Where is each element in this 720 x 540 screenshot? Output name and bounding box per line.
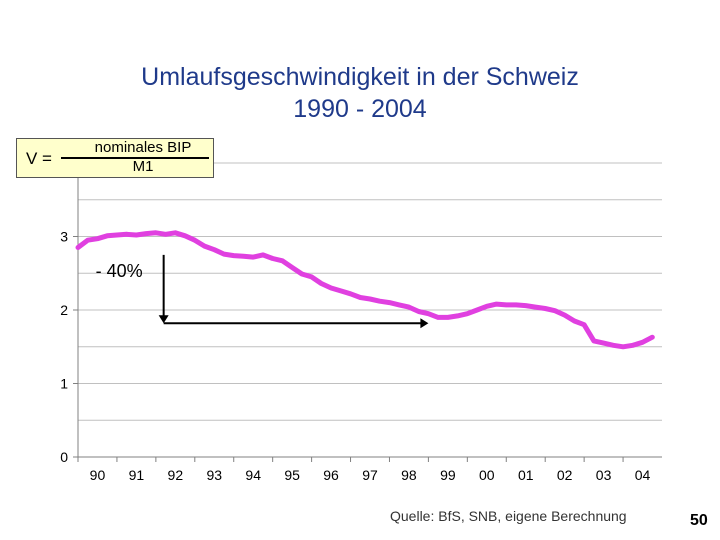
- y-tick-label: 0: [60, 449, 68, 465]
- x-tick-label: 91: [129, 467, 145, 483]
- formula-lhs: V =: [26, 149, 52, 168]
- chart-subtitle: 1990 - 2004: [293, 95, 427, 123]
- fraction-line: [61, 157, 209, 159]
- x-tick-label: 01: [518, 467, 534, 483]
- page-number: 50: [690, 512, 708, 529]
- y-tick-label: 2: [60, 302, 68, 318]
- x-tick-label: 92: [168, 467, 184, 483]
- x-tick-label: 97: [362, 467, 378, 483]
- formula-box: V = nominales BIP M1: [16, 138, 214, 178]
- x-tick-label: 98: [401, 467, 417, 483]
- y-tick-label: 3: [60, 229, 68, 245]
- x-tick-label: 96: [323, 467, 339, 483]
- axes: [73, 163, 662, 462]
- x-tick-label: 03: [596, 467, 612, 483]
- x-tick-label: 93: [206, 467, 222, 483]
- formula-denominator: M1: [132, 158, 154, 175]
- annotation-label: - 40%: [96, 261, 143, 281]
- annotation-arrowhead-right: [420, 318, 429, 329]
- formula-numerator: nominales BIP: [94, 139, 192, 156]
- source-note: Quelle: BfS, SNB, eigene Berechnung: [390, 508, 627, 524]
- x-tick-label: 00: [479, 467, 495, 483]
- x-tick-label: 02: [557, 467, 573, 483]
- annotation: - 40%: [96, 254, 429, 329]
- annotation-arrowhead-down: [158, 315, 169, 324]
- x-tick-label: 04: [635, 467, 651, 483]
- grid-lines: [78, 162, 662, 421]
- x-tick-label: 95: [284, 467, 300, 483]
- x-tick-label: 90: [90, 467, 106, 483]
- series-line: [75, 230, 655, 350]
- chart-title: Umlaufsgeschwindigkeit in der Schweiz: [141, 63, 579, 91]
- x-tick-label: 99: [440, 467, 456, 483]
- y-tick-label: 1: [60, 376, 68, 392]
- x-tick-label: 94: [245, 467, 261, 483]
- series-lines: [75, 230, 655, 350]
